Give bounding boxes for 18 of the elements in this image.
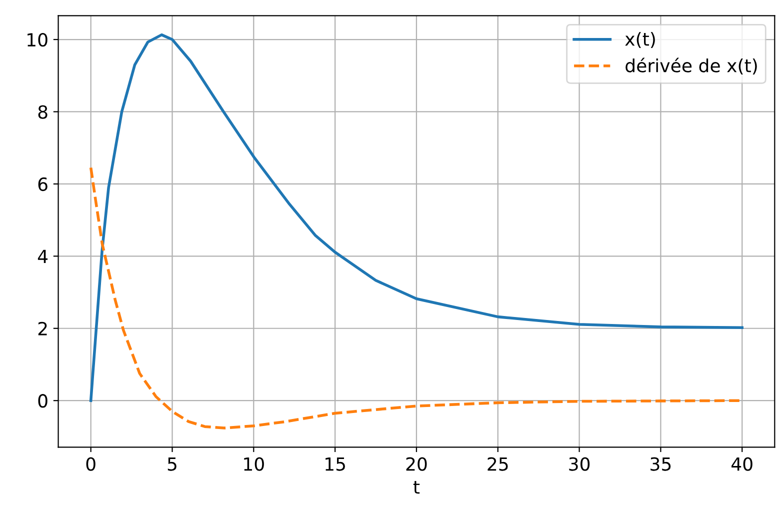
x-tick-label: 40 (732, 457, 752, 471)
x-tick-label: 5 (168, 457, 176, 471)
legend-label: dérivée de x(t) (626, 58, 757, 75)
legend-label: x(t) (625, 32, 655, 48)
y-tick-label: 2 (38, 322, 47, 336)
x-tick-label: 20 (406, 457, 427, 471)
x-tick-label: 0 (86, 457, 96, 471)
x-tick-label: 30 (569, 457, 590, 471)
y-tick-label: 4 (38, 250, 48, 264)
x-axis-title: t (413, 480, 420, 494)
x-tick-label: 25 (488, 457, 508, 471)
x-tick-label: 10 (244, 457, 264, 471)
x-tick-label: 15 (326, 457, 345, 471)
y-tick-label: 8 (38, 105, 48, 119)
y-tick-label: 10 (28, 32, 48, 47)
x-tick-label: 35 (650, 457, 671, 471)
y-tick-label: 6 (38, 177, 48, 192)
y-tick-label: 0 (38, 394, 48, 408)
